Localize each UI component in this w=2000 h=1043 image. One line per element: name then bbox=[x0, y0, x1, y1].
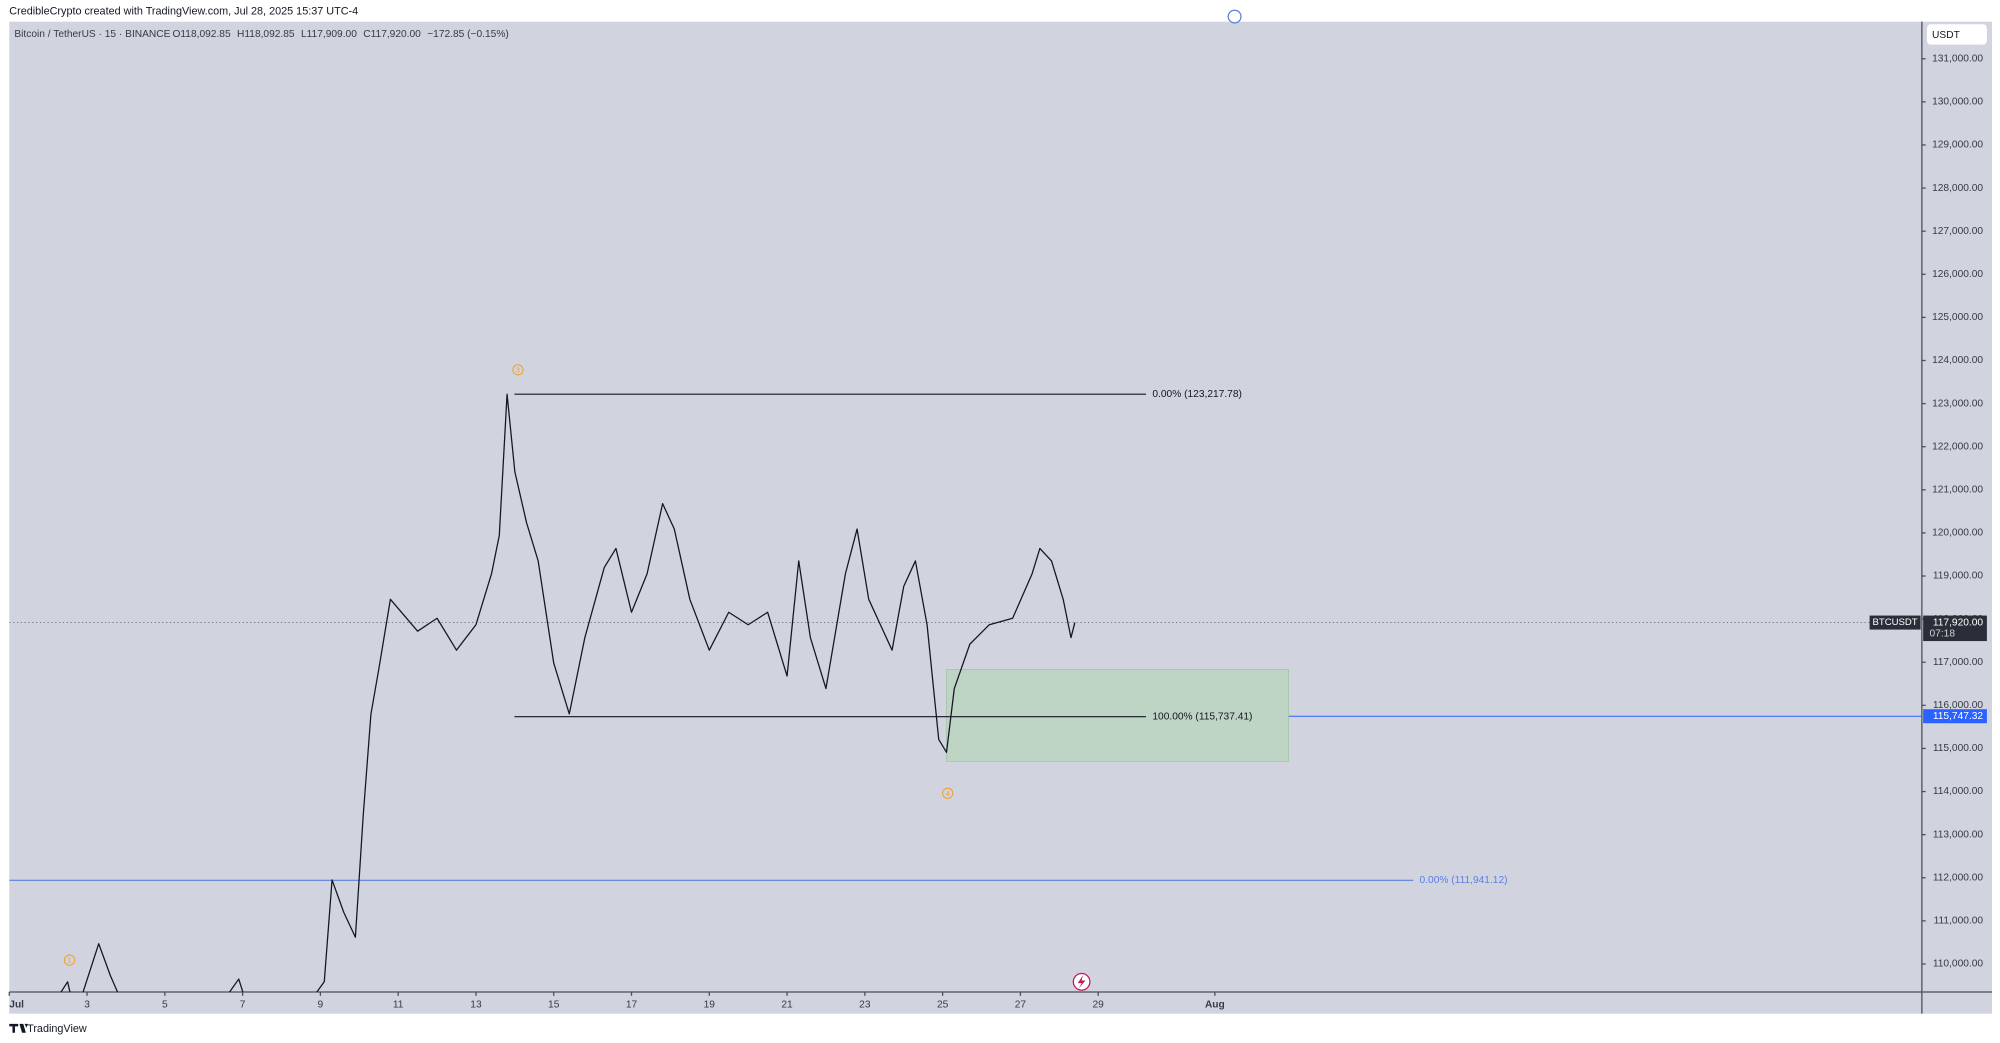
x-tick-label: 15 bbox=[548, 999, 560, 1010]
y-tick-label: 120,000.00 bbox=[1932, 528, 1983, 539]
x-tick-label: 3 bbox=[84, 999, 90, 1010]
header-text: CredibleCrypto created with TradingView.… bbox=[9, 5, 358, 17]
y-tick-label: 111,000.00 bbox=[1934, 916, 1984, 927]
last-price-tag bbox=[1923, 615, 1987, 642]
ohlc-value: H118,092.85 bbox=[237, 29, 295, 40]
overlay: O118,092.85 H118,092.85 L117,909.00 C117,92… bbox=[8, 29, 1987, 1010]
symbol-tag-label: BTCUSDT bbox=[1873, 617, 1918, 628]
y-tick-label: 129,000.00 bbox=[1932, 140, 1983, 151]
wave-label: 1 bbox=[63, 954, 76, 966]
y-tick-label: 126,000.00 bbox=[1932, 269, 1983, 280]
y-tick-label: 119,000.00 bbox=[1933, 571, 1984, 582]
ohlc-value: O118,092.85 bbox=[172, 29, 230, 40]
alert-price-label: 115,747.32 bbox=[1933, 711, 1984, 722]
y-tick-label: 116,000.00 bbox=[1933, 700, 1984, 711]
ohlc-value: C117,920.00 bbox=[363, 29, 421, 40]
last-price-label: 117,920.00 bbox=[1933, 617, 1984, 628]
x-tick-label: Aug bbox=[1205, 999, 1225, 1010]
wave-label: 4 bbox=[942, 787, 954, 799]
brand-logo bbox=[9, 1023, 28, 1033]
event-icon[interactable] bbox=[1227, 9, 1242, 24]
x-tick-label: 9 bbox=[318, 999, 324, 1010]
x-tick-label: Jul bbox=[9, 999, 24, 1010]
currency-label: USDT bbox=[1932, 30, 1960, 41]
x-tick-label: 7 bbox=[240, 999, 246, 1010]
symbol-tag bbox=[1869, 615, 1921, 630]
wave-label-text: 3 bbox=[516, 367, 520, 374]
currency-box bbox=[1926, 24, 1987, 45]
x-tick-label: 19 bbox=[704, 999, 716, 1010]
y-tick-label: 115,000.00 bbox=[1933, 743, 1984, 754]
lightning-glyph bbox=[1077, 975, 1086, 989]
x-tick-label: 13 bbox=[470, 999, 482, 1010]
y-tick-label: 121,000.00 bbox=[1932, 484, 1983, 495]
symbol-title: Bitcoin / TetherUS · 15 · BINANCE bbox=[14, 29, 170, 40]
alert-price-tag bbox=[1923, 709, 1987, 724]
y-tick-label: 110,000.00 bbox=[1933, 959, 1984, 970]
wave-label-circle bbox=[63, 954, 76, 966]
brand-name: TradingView bbox=[27, 1023, 87, 1035]
y-tick-label: 122,000.00 bbox=[1932, 441, 1983, 452]
target-zone bbox=[946, 669, 1290, 762]
countdown-label: 07:18 bbox=[1930, 629, 1956, 640]
y-tick-label: 127,000.00 bbox=[1932, 226, 1983, 237]
y-tick-label: 123,000.00 bbox=[1932, 398, 1983, 409]
fib-label: 100.00% (115,737.41) bbox=[1152, 711, 1252, 722]
x-tick-label: 27 bbox=[1015, 999, 1027, 1010]
wave-label-text: 4 bbox=[946, 791, 950, 798]
price-line bbox=[60, 393, 1076, 992]
y-tick-label: 125,000.00 bbox=[1932, 312, 1983, 323]
x-tick-label: 11 bbox=[393, 999, 404, 1010]
ohlc-value: L117,909.00 bbox=[301, 29, 357, 40]
ohlc-value: −172.85 (−0.15%) bbox=[427, 29, 509, 40]
y-tick-label: 113,000.00 bbox=[1933, 829, 1984, 840]
y-tick-label: 117,000.00 bbox=[1933, 657, 1984, 668]
y-tick-label: 131,000.00 bbox=[1932, 53, 1983, 64]
fib-label: 0.00% (111,941.12) bbox=[1420, 875, 1508, 886]
wave-label-circle bbox=[512, 364, 524, 376]
x-tick-label: 29 bbox=[1093, 999, 1105, 1010]
y-tick-label: 124,000.00 bbox=[1932, 355, 1983, 366]
y-tick-label: 130,000.00 bbox=[1932, 97, 1983, 108]
y-tick-label: 114,000.00 bbox=[1933, 786, 1984, 797]
plot-area bbox=[9, 393, 1922, 992]
x-tick-label: 25 bbox=[937, 999, 949, 1010]
wave-label-circle bbox=[942, 787, 954, 799]
fib-label: 0.00% (123,217.78) bbox=[1152, 389, 1242, 400]
x-tick-label: 17 bbox=[626, 999, 638, 1010]
wave-label: 3 bbox=[512, 364, 524, 376]
y-tick-label: 112,000.00 bbox=[1933, 872, 1984, 883]
x-tick-label: 5 bbox=[162, 999, 168, 1010]
x-tick-label: 21 bbox=[781, 999, 793, 1010]
x-tick-label: 23 bbox=[859, 999, 871, 1010]
y-tick-label: 128,000.00 bbox=[1932, 183, 1983, 194]
plot-background bbox=[9, 21, 1992, 1014]
wave-label-text: 1 bbox=[68, 958, 72, 965]
